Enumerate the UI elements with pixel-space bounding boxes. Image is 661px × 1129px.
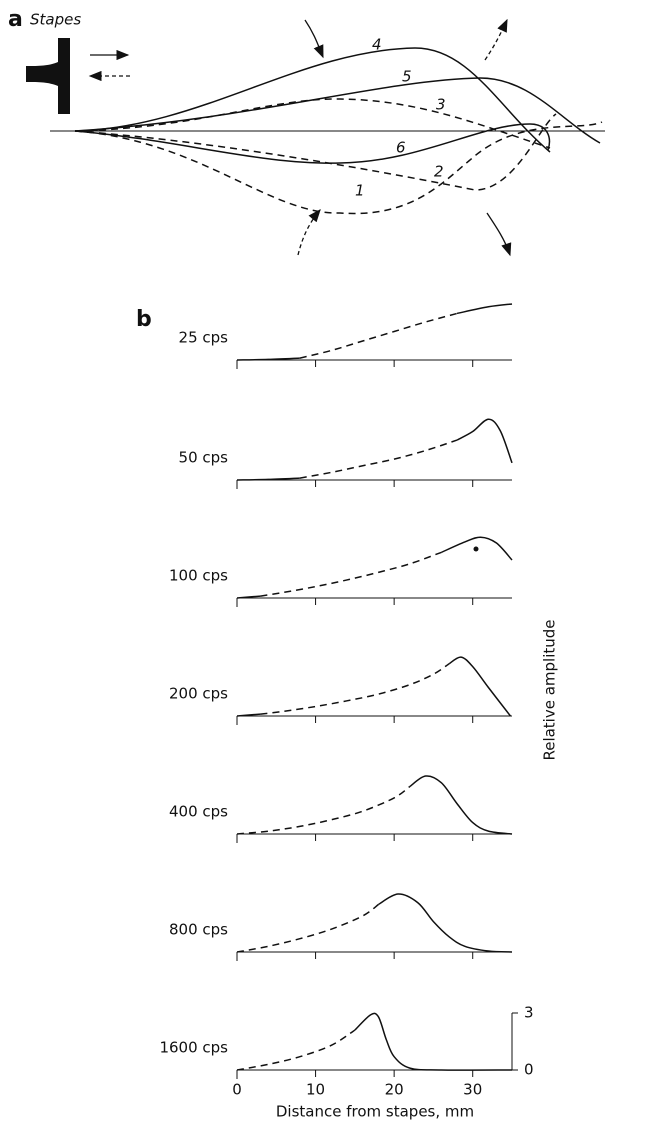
x-tick-label: 20 — [385, 1081, 404, 1099]
panel-label: b — [136, 307, 152, 332]
wave-4 — [74, 47, 551, 153]
amplitude-curve — [354, 1012, 513, 1071]
panel-name: 50 cps — [179, 449, 229, 467]
y-tick-label: 3 — [524, 1004, 534, 1022]
stapes-icon — [26, 38, 70, 114]
wave-6 — [74, 123, 551, 164]
amplitude-curve — [299, 439, 458, 479]
amplitude-curve — [260, 663, 450, 715]
wave-label: 6 — [396, 139, 406, 157]
panel-name: 800 cps — [169, 921, 228, 939]
amplitude-curve — [440, 536, 513, 561]
amplitude-curve — [409, 775, 513, 835]
amplitude-curve — [456, 418, 513, 464]
amplitude-curve — [378, 893, 513, 953]
arrow — [486, 212, 512, 257]
wave-1 — [74, 121, 603, 215]
amplitude-curve — [236, 477, 300, 481]
y-tick-label: 0 — [524, 1061, 534, 1079]
panel-name: 200 cps — [169, 685, 228, 703]
wave-label: 1 — [355, 182, 365, 200]
panel-name: 400 cps — [169, 803, 228, 821]
wave-label: 3 — [436, 96, 446, 114]
panel-name: 1600 cps — [159, 1039, 228, 1057]
amplitude-curve — [236, 595, 261, 599]
amplitude-curve — [299, 312, 458, 359]
amplitude-curve — [236, 785, 411, 835]
arrow — [297, 209, 321, 256]
amplitude-curve — [236, 713, 261, 717]
x-tick-label: 0 — [232, 1081, 242, 1099]
arrow — [484, 18, 508, 61]
amplitude-curve — [456, 303, 513, 315]
x-axis-label: Distance from stapes, mm — [276, 1103, 474, 1121]
amplitude-curve — [236, 357, 300, 361]
x-tick-label: 10 — [306, 1081, 325, 1099]
stapes-label: Stapes — [30, 11, 81, 29]
panel-name: 25 cps — [179, 329, 229, 347]
amplitude-curve — [448, 656, 512, 717]
x-tick-label: 30 — [463, 1081, 482, 1099]
wave-3 — [74, 98, 551, 149]
wave-5 — [74, 77, 601, 144]
panel-label: a — [8, 7, 23, 32]
panel-name: 100 cps — [169, 567, 228, 585]
amplitude-curve — [236, 903, 379, 953]
wave-2 — [74, 113, 557, 191]
amplitude-curve — [260, 551, 442, 597]
dot — [473, 546, 479, 552]
amplitude-curve — [236, 1029, 356, 1071]
wave-label: 5 — [402, 68, 412, 86]
wave-label: 4 — [372, 36, 382, 54]
arrow — [304, 19, 324, 59]
y-axis-label: Relative amplitude — [541, 619, 559, 760]
wave-label: 2 — [434, 163, 444, 181]
